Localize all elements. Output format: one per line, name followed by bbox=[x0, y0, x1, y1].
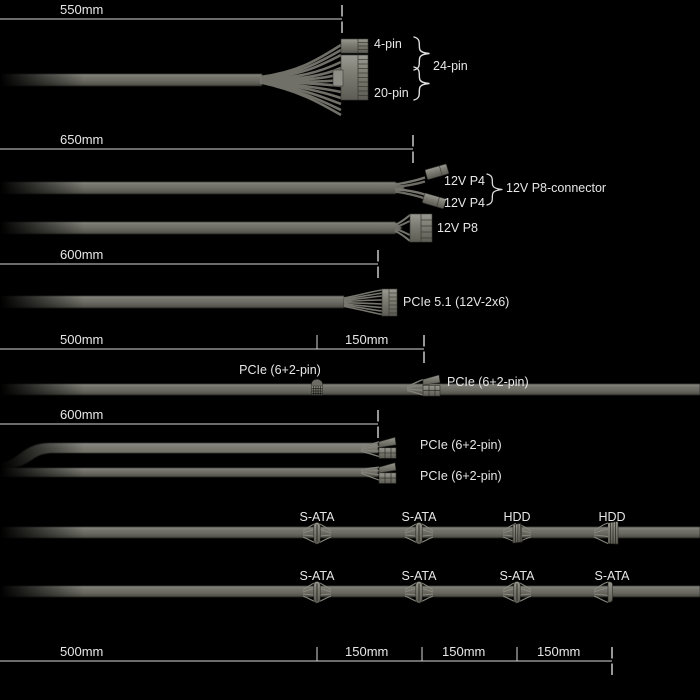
svg-text:S-ATA: S-ATA bbox=[300, 569, 336, 583]
svg-text:150mm: 150mm bbox=[442, 644, 485, 659]
svg-text:12V P8: 12V P8 bbox=[437, 221, 478, 235]
svg-text:20-pin: 20-pin bbox=[374, 86, 409, 100]
svg-text:S-ATA: S-ATA bbox=[300, 510, 336, 524]
svg-text:150mm: 150mm bbox=[537, 644, 580, 659]
svg-text:4-pin: 4-pin bbox=[374, 37, 402, 51]
svg-text:500mm: 500mm bbox=[60, 644, 103, 659]
svg-text:S-ATA: S-ATA bbox=[595, 569, 631, 583]
svg-text:S-ATA: S-ATA bbox=[402, 569, 438, 583]
svg-text:PCIe 5.1 (12V-2x6): PCIe 5.1 (12V-2x6) bbox=[403, 295, 509, 309]
svg-text:24-pin: 24-pin bbox=[433, 59, 468, 73]
svg-text:PCIe (6+2-pin): PCIe (6+2-pin) bbox=[239, 363, 321, 377]
svg-text:150mm: 150mm bbox=[345, 332, 388, 347]
svg-text:12V P4: 12V P4 bbox=[444, 174, 485, 188]
svg-text:S-ATA: S-ATA bbox=[402, 510, 438, 524]
svg-text:150mm: 150mm bbox=[345, 644, 388, 659]
svg-text:500mm: 500mm bbox=[60, 332, 103, 347]
svg-text:600mm: 600mm bbox=[60, 407, 103, 422]
svg-text:600mm: 600mm bbox=[60, 247, 103, 262]
svg-text:HDD: HDD bbox=[503, 510, 530, 524]
svg-text:PCIe (6+2-pin): PCIe (6+2-pin) bbox=[447, 375, 529, 389]
svg-text:PCIe (6+2-pin): PCIe (6+2-pin) bbox=[420, 469, 502, 483]
svg-text:550mm: 550mm bbox=[60, 2, 103, 17]
svg-text:650mm: 650mm bbox=[60, 132, 103, 147]
svg-text:12V P4: 12V P4 bbox=[444, 196, 485, 210]
svg-text:HDD: HDD bbox=[598, 510, 625, 524]
svg-text:S-ATA: S-ATA bbox=[500, 569, 536, 583]
svg-text:PCIe (6+2-pin): PCIe (6+2-pin) bbox=[420, 438, 502, 452]
svg-text:12V P8-connector: 12V P8-connector bbox=[506, 181, 606, 195]
